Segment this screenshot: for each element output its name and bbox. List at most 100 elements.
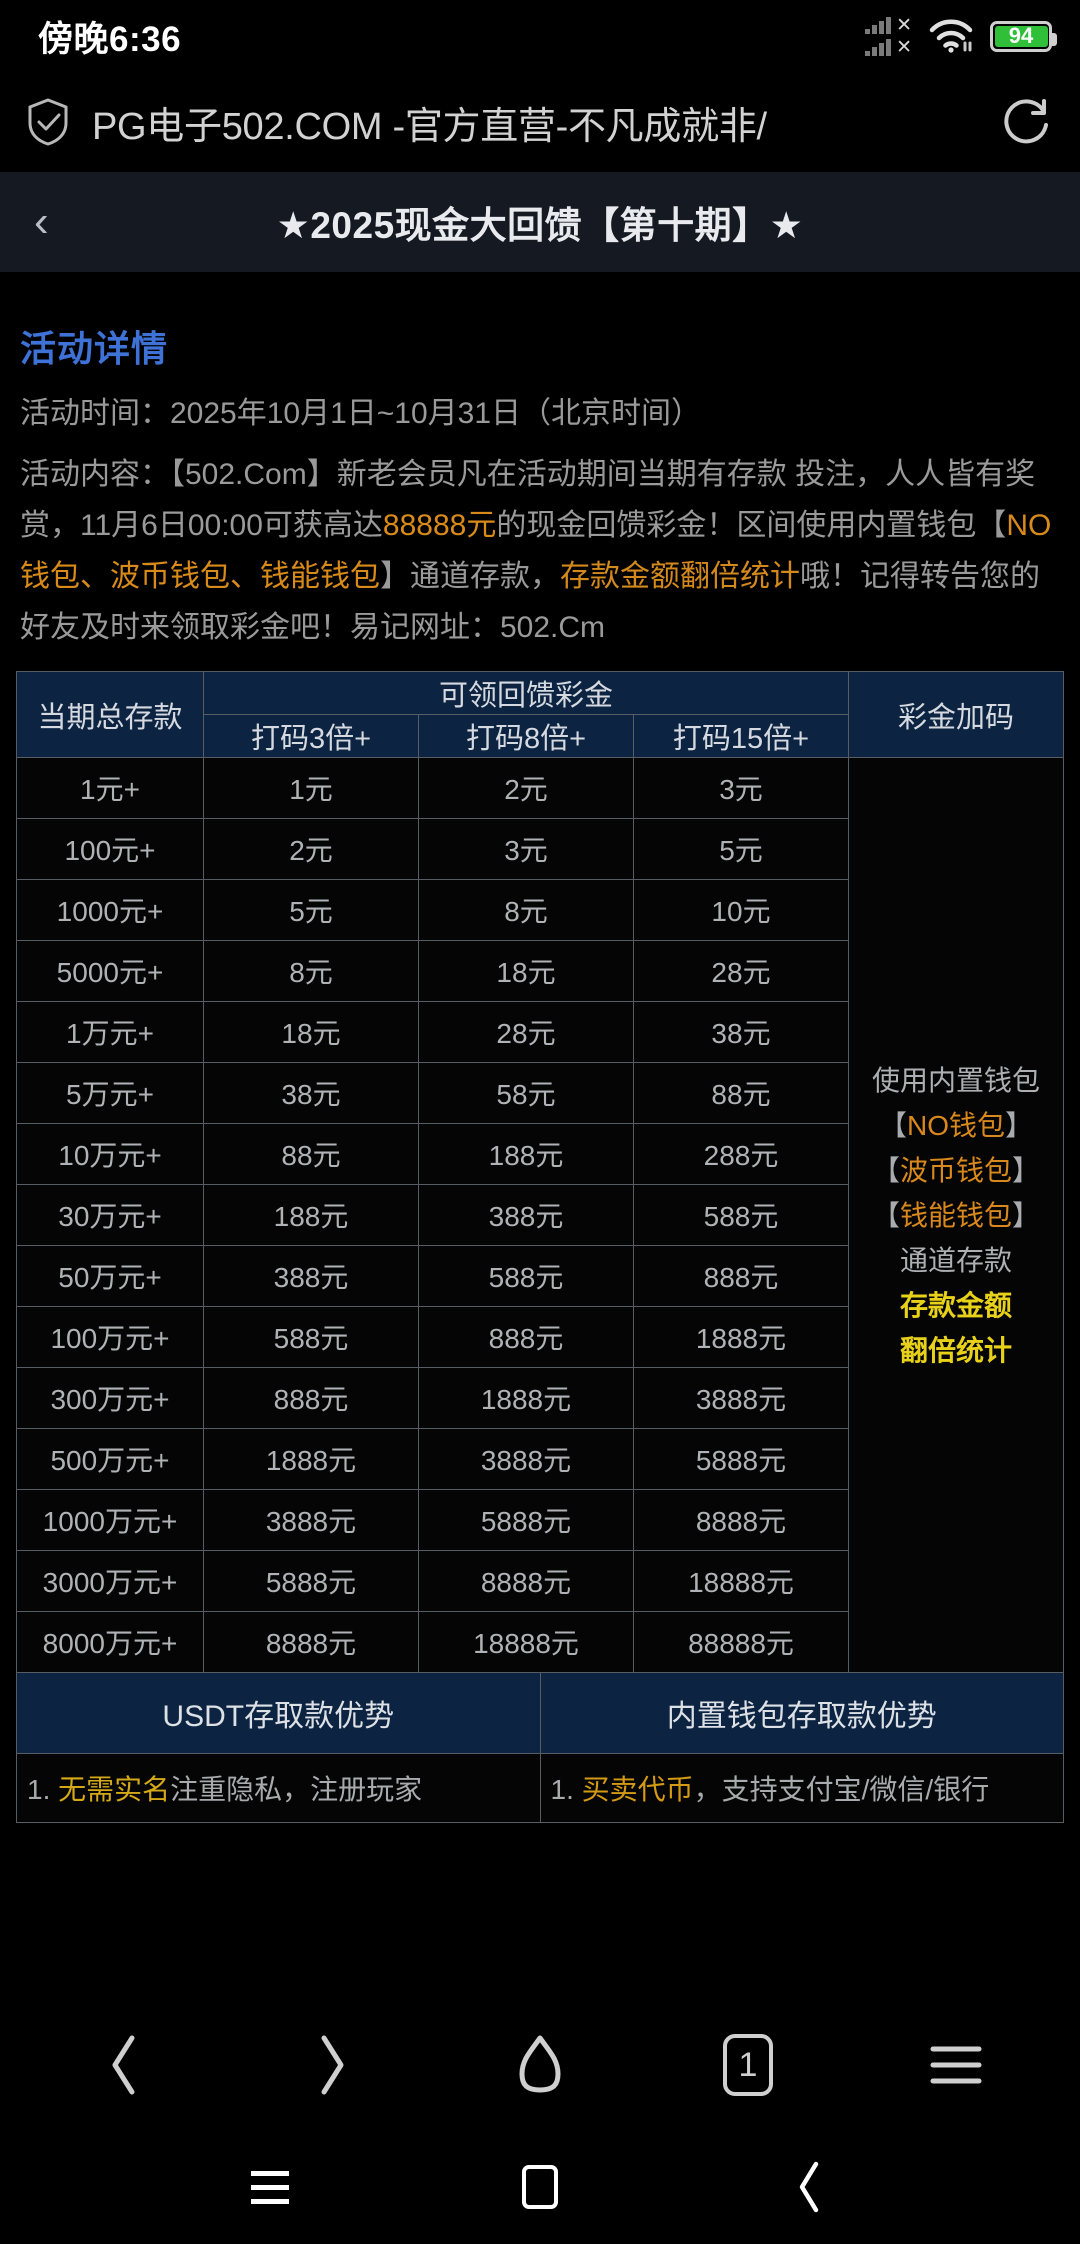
cell-bonus-x3: 38元 <box>203 1062 419 1124</box>
rebate-table-body: 1元+ 1元 2元 3元 使用内置钱包 【NO钱包】 【波币钱包】 【钱能钱包】 通道存款 存款金… <box>16 757 1064 1673</box>
advantages-table: USDT存取款优势 内置钱包存取款优势 1. 无需实名注重隐私，注册玩家 1. … <box>16 1672 1064 1823</box>
cell-deposit-tier: 1万元+ <box>16 1001 204 1063</box>
cell-bonus-x15: 3元 <box>633 757 849 819</box>
col-header-total-deposit: 当期总存款 <box>16 671 204 758</box>
cell-bonus-x15: 5元 <box>633 818 849 880</box>
adv-right-index: 1. <box>550 1774 582 1805</box>
table-row: 100万元+ 588元 888元 1888元 <box>16 1306 1064 1368</box>
url-title-text[interactable]: PG电子502.COM -官方直营-不凡成就非/ <box>92 105 767 148</box>
cell-bonus-x3: 888元 <box>203 1367 419 1429</box>
event-time-text: 活动时间：2025年10月1日~10月31日（北京时间） <box>20 397 702 430</box>
browser-url-bar[interactable]: PG电子502.COM -官方直营-不凡成就非/ <box>0 72 1080 172</box>
table-row: 5000元+ 8元 18元 28元 <box>16 940 1064 1002</box>
cell-bonus-x8: 8888元 <box>418 1550 634 1612</box>
battery-percent: 94 <box>1008 23 1034 48</box>
cell-bonus-x3: 88元 <box>203 1123 419 1185</box>
cell-bonus-x3: 1元 <box>203 757 419 819</box>
tab-count-badge[interactable]: 1 <box>723 2034 773 2096</box>
bonus-emphasis-2: 翻倍统计 <box>899 1334 1012 1366</box>
cell-bonus-x15: 10元 <box>633 879 849 941</box>
cell-bonus-x15: 588元 <box>633 1184 849 1246</box>
cell-bonus-x15: 1888元 <box>633 1306 849 1368</box>
content-mid: 的现金回馈彩金！区间使用内置钱包【 <box>496 509 1007 542</box>
android-home-icon[interactable] <box>500 2147 580 2227</box>
table-row: 300万元+ 888元 1888元 3888元 <box>16 1367 1064 1429</box>
table-row: 1元+ 1元 2元 3元 使用内置钱包 【NO钱包】 【波币钱包】 【钱能钱包】 通道存款 存款金… <box>16 757 1064 1673</box>
table-row: 8000万元+ 8888元 18888元 88888元 <box>16 1611 1064 1673</box>
cell-bonus-x3: 18元 <box>203 1001 419 1063</box>
table-header-row-2: 打码3倍+ 打码8倍+ 打码15倍+ <box>17 714 1064 758</box>
page-back-icon[interactable]: ‹ <box>34 197 49 246</box>
table-row: 10万元+ 88元 188元 288元 <box>16 1123 1064 1185</box>
bonus-wallet-1: 【NO钱包】 <box>878 1109 1034 1141</box>
cell-bonus-x8: 3元 <box>418 818 634 880</box>
cell-bonus-x3: 188元 <box>203 1184 419 1246</box>
cell-bonus-x3: 5元 <box>203 879 419 941</box>
table-header-row-1: 当期总存款 可领回馈彩金 彩金加码 <box>16 671 1064 758</box>
android-back-icon[interactable] <box>770 2147 850 2227</box>
shield-check-icon <box>26 97 70 147</box>
cell-deposit-tier: 50万元+ <box>16 1245 204 1307</box>
adv-cell-wallet-1: 1. 买卖代币，支持支付宝/微信/银行 <box>539 1753 1064 1823</box>
cell-deposit-tier: 500万元+ <box>16 1428 204 1490</box>
status-icons: ✕ ✕ 94 <box>865 16 1057 57</box>
android-recents-icon[interactable] <box>230 2147 310 2227</box>
browser-tabs-button[interactable]: 1 <box>693 2010 803 2120</box>
cell-bonus-x15: 288元 <box>633 1123 849 1185</box>
cell-bonus-x8: 1888元 <box>418 1367 634 1429</box>
table-row: 3000万元+ 5888元 8888元 18888元 <box>16 1550 1064 1612</box>
section-title: 活动详情 <box>20 328 169 369</box>
content-wallets-inline: NO钱包、波币钱包、钱能钱包 <box>20 509 1052 593</box>
cell-bonus-x15: 888元 <box>633 1245 849 1307</box>
bonus-emphasis-1: 存款金额 <box>899 1289 1012 1321</box>
cell-bonus-x8: 3888元 <box>418 1428 634 1490</box>
bonus-line-1: 使用内置钱包 <box>871 1064 1040 1096</box>
advantages-head: USDT存取款优势 内置钱包存取款优势 <box>16 1672 1064 1754</box>
cell-bonus-x8: 28元 <box>418 1001 634 1063</box>
adv-cell-usdt-1: 1. 无需实名注重隐私，注册玩家 <box>16 1753 541 1823</box>
cell-bonus-x15: 18888元 <box>633 1550 849 1612</box>
cell-bonus-x8: 188元 <box>418 1123 634 1185</box>
adv-right-gold: 买卖代币 <box>581 1774 694 1805</box>
rebate-table-wrapper: 当期总存款 可领回馈彩金 彩金加码 打码3倍+ 打码8倍+ 打码15倍+ 1元+… <box>16 671 1064 1673</box>
browser-home-icon[interactable] <box>485 2010 595 2120</box>
reload-icon[interactable] <box>1000 95 1054 149</box>
bonus-wallet-3: 【钱能钱包】 <box>871 1199 1041 1231</box>
cell-deposit-tier: 5000元+ <box>16 940 204 1002</box>
adv-left-rest: 注重隐私，注册玩家 <box>170 1774 423 1805</box>
cell-bonus-x8: 18元 <box>418 940 634 1002</box>
wifi-icon <box>928 18 974 54</box>
status-time: 傍晚6:36 <box>38 19 182 59</box>
adv-header-usdt: USDT存取款优势 <box>16 1672 541 1754</box>
browser-forward-icon[interactable] <box>277 2010 387 2120</box>
cell-deposit-tier: 10万元+ <box>16 1123 204 1185</box>
col-header-x15: 打码15倍+ <box>633 714 849 758</box>
content-mid2: 】通道存款， <box>380 560 560 593</box>
col-header-x3: 打码3倍+ <box>203 714 419 758</box>
adv-header-wallet: 内置钱包存取款优势 <box>539 1672 1064 1754</box>
cell-deposit-tier: 1000元+ <box>16 879 204 941</box>
adv-left-index: 1. <box>27 1774 59 1805</box>
cell-bonus-x8: 8元 <box>418 879 634 941</box>
table-row: 5万元+ 38元 58元 88元 <box>16 1062 1064 1124</box>
cell-bonus-x3: 8888元 <box>203 1611 419 1673</box>
status-bar: 傍晚6:36 ✕ ✕ 94 <box>0 0 1080 72</box>
page-content: 活动详情 活动时间：2025年10月1日~10月31日（北京时间） 活动内容：【… <box>0 272 1080 1972</box>
cell-bonus-x3: 1888元 <box>203 1428 419 1490</box>
table-row: 100元+ 2元 3元 5元 <box>16 818 1064 880</box>
adv-left-gold: 无需实名 <box>58 1774 171 1805</box>
browser-menu-icon[interactable] <box>901 2010 1011 2120</box>
cell-deposit-tier: 100元+ <box>16 818 204 880</box>
table-row: 500万元+ 1888元 3888元 5888元 <box>16 1428 1064 1490</box>
content-highlight2: 存款金额翻倍统计 <box>560 560 800 593</box>
cell-bonus-x3: 388元 <box>203 1245 419 1307</box>
browser-toolbar: 1 <box>0 2000 1080 2130</box>
cell-bonus-x3: 8元 <box>203 940 419 1002</box>
cell-bonus-x15: 3888元 <box>633 1367 849 1429</box>
cell-bonus-x8: 58元 <box>418 1062 634 1124</box>
cell-deposit-tier: 100万元+ <box>16 1306 204 1368</box>
browser-back-icon[interactable] <box>69 2010 179 2120</box>
table-row: 30万元+ 188元 388元 588元 <box>16 1184 1064 1246</box>
event-content-text: 活动内容：【502.Com】新老会员凡在活动期间当期有存款 投注，人人皆有奖赏，… <box>16 449 1064 653</box>
